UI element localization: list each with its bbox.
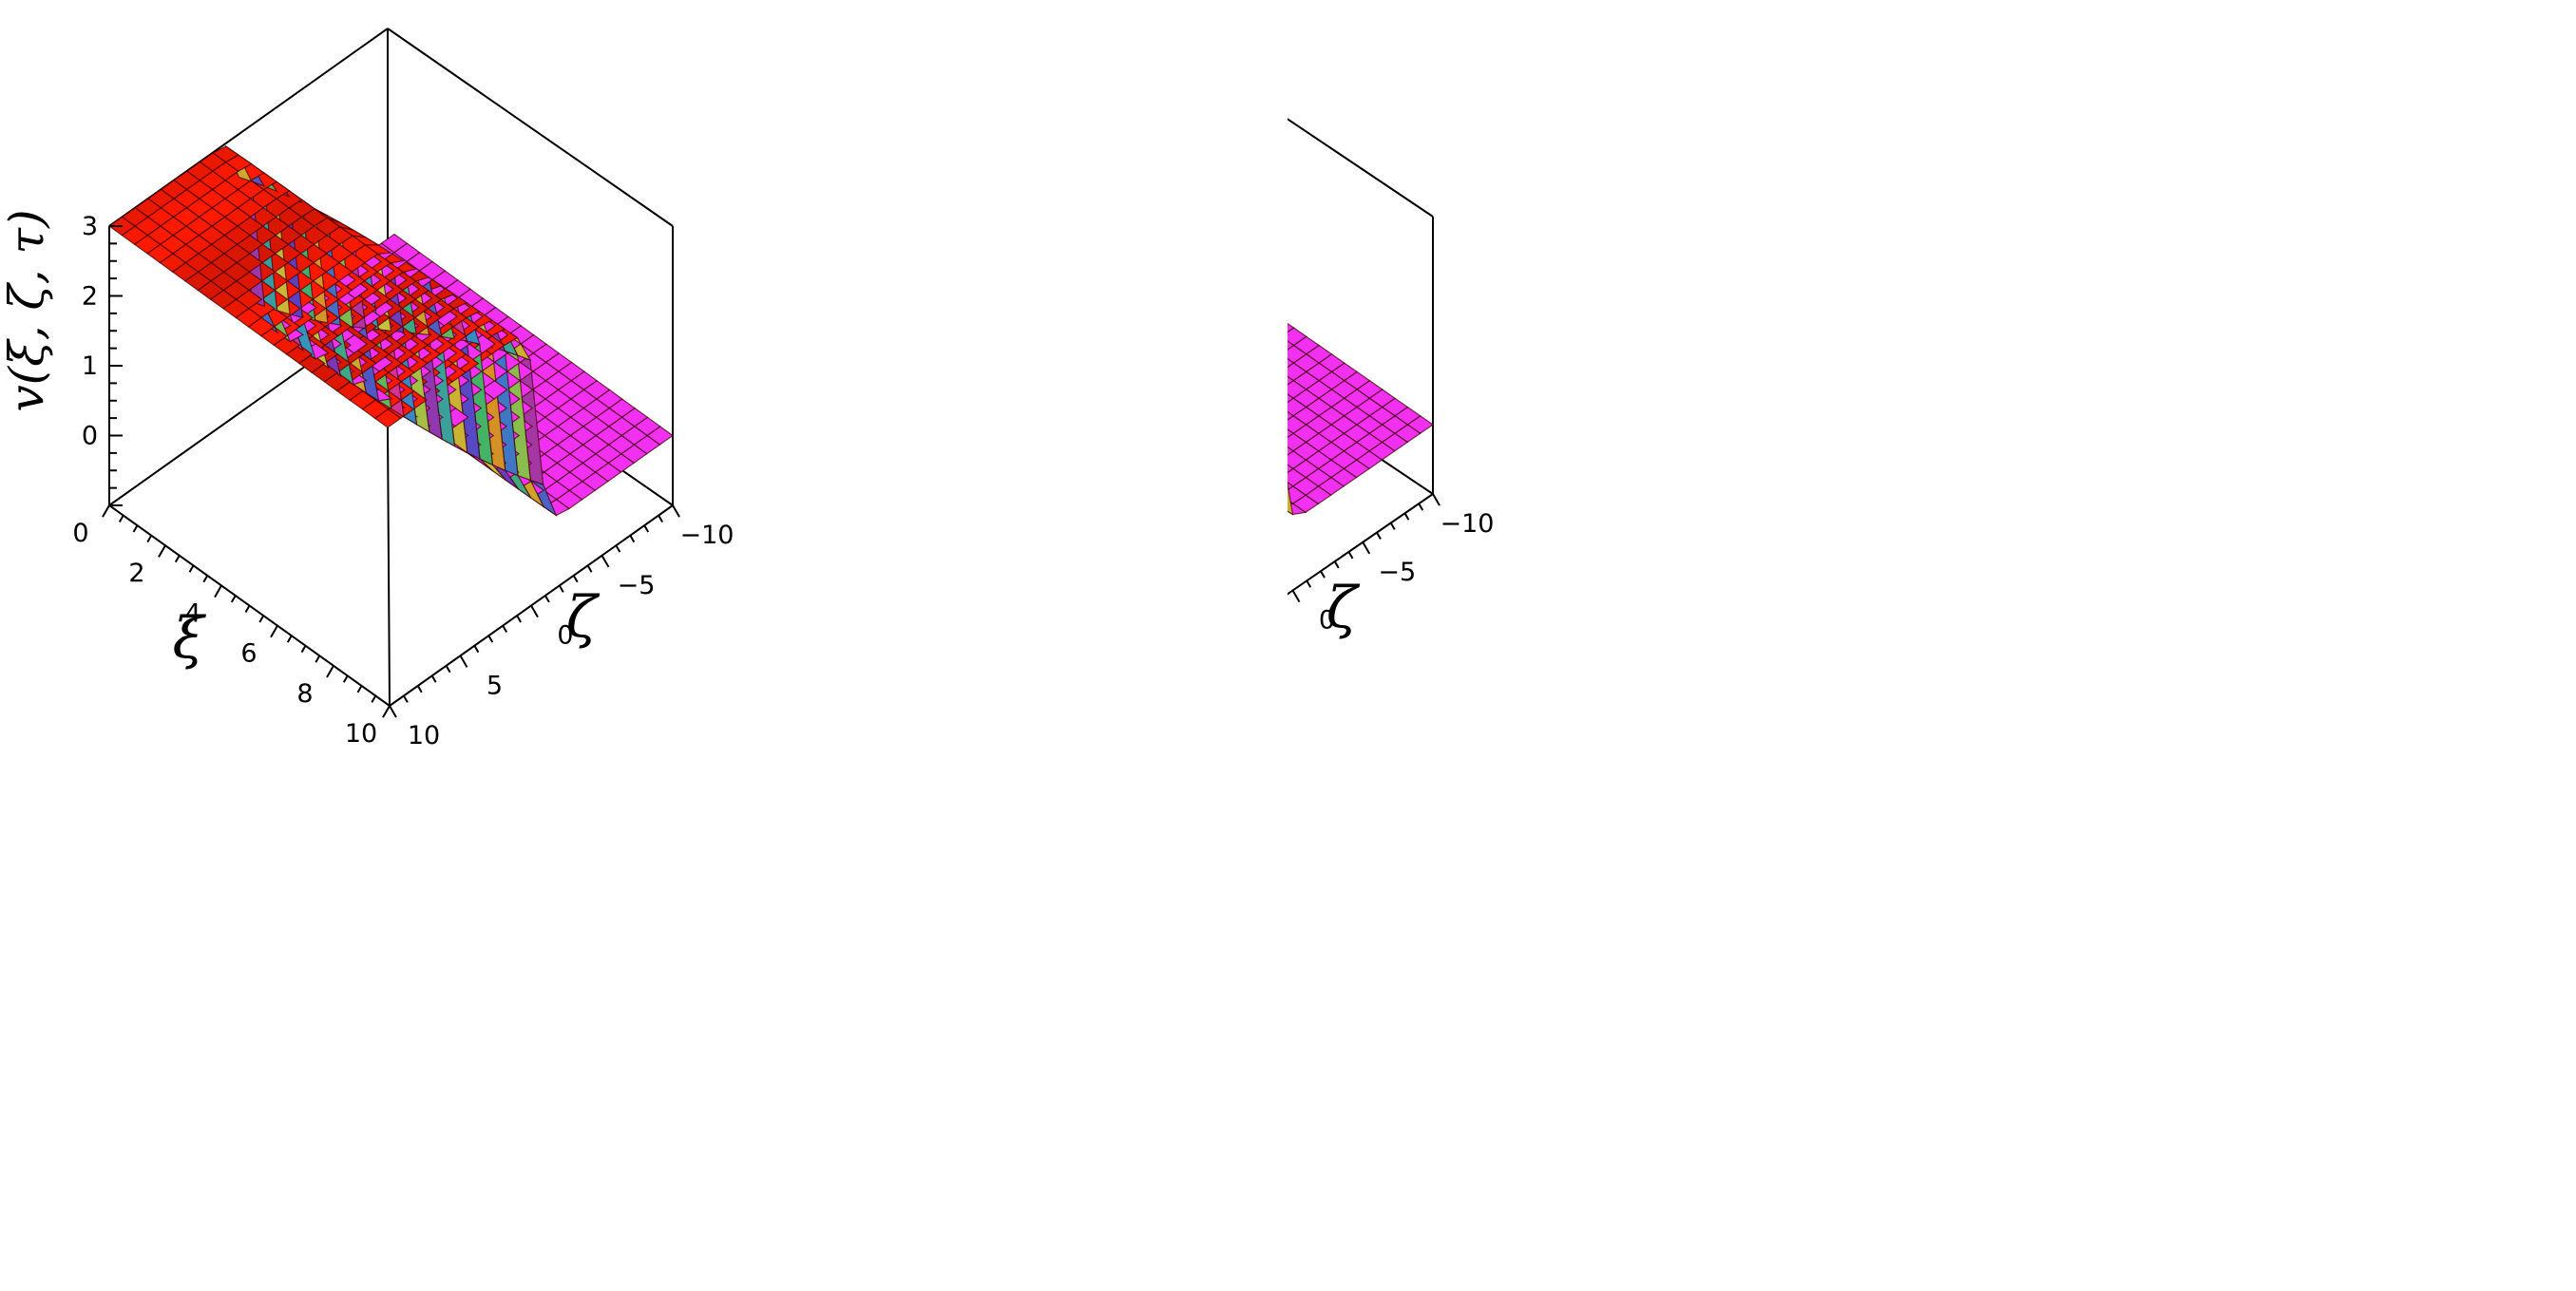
p1-surface-cell [1288,481,1294,516]
p0-x-tick [382,705,391,718]
p0-y-tick [416,685,423,693]
p1-y-tick [1403,512,1410,521]
p0-y-tick [403,694,409,703]
p0-x-tick-label: 4 [184,598,200,628]
p0-x-tick [118,515,124,523]
p1-y-tick [1291,590,1301,603]
p0-y-ticks: 10 5 0 −5 −10 [389,504,735,750]
p0-x-tick-label: 2 [128,559,144,588]
p0-y-tick-label: 5 [487,671,503,700]
p0-x-tick [244,605,251,613]
p0-x-tick [230,595,237,603]
p0-y-tick [487,635,494,643]
p0-y-tick [615,544,621,553]
p0-x-tick [202,575,209,583]
p0-box-edge [387,427,391,707]
p0-y-tick [601,555,610,568]
p1-surface-cell [1288,482,1294,491]
p0-z-tick-label: 1 [82,351,98,381]
p1-y-tick-label: 0 [1319,606,1335,636]
p1-y-tick [1333,560,1340,569]
p0-y-axis-label: ζ [566,584,601,651]
p0-y-tick [530,605,539,618]
p0-y-tick [572,575,579,583]
p1-surface-cell [1288,464,1294,474]
p1-y-tick [1306,579,1312,588]
p0-box-edge [387,28,674,227]
p0-y-tick [473,645,480,654]
p0-x-tick-label: 6 [240,639,257,669]
p0-x-tick [315,655,321,663]
p1-surface-cell [1288,428,1295,439]
p0-y-tick-label: 10 [408,721,440,750]
p1-surface-cell [1288,393,1295,404]
p1-y-tick [1320,570,1326,579]
p0-x-tick [188,564,195,573]
p1-box-edge [1288,118,1434,218]
p1-y-tick [1389,522,1396,530]
p1-surface-cell [1288,340,1295,351]
p1-y-tick-label: −5 [1378,558,1416,587]
p0-y-tick [516,615,522,623]
p1-y-tick [1432,493,1441,506]
p1-y-tick [1347,551,1354,560]
p1-y-tick [1362,541,1371,555]
p0-y-tick [658,515,663,523]
p0-z-tick-label: 2 [82,282,98,312]
p0-x-tick [102,504,110,518]
p1-y-tick [1376,532,1382,541]
p0-z-ticks: 0 1 2 3 [82,212,123,506]
p0-x-tick-label: 0 [72,519,88,548]
p0-y-tick [430,674,437,683]
p0-y-tick [672,504,680,518]
p0-y-tick [586,564,593,573]
p0-x-tick [146,535,153,543]
p1-box-edge [1288,493,1434,596]
p0-y-tick [502,625,508,634]
p0-x-tick [286,635,293,643]
p0-x-tick [258,615,265,623]
p0-x-tick-label: 8 [296,679,313,709]
p1-surface-cell [1288,357,1295,369]
p0-x-tick [158,544,166,558]
p0-y-tick [459,655,468,668]
p1-surface-cell [1288,446,1294,456]
p0-surface [107,144,675,518]
p0-y-tick [629,535,636,543]
p1-y-axis-label: ζ [1326,575,1361,641]
p0-y-tick [643,524,650,533]
p1-y-tick [1418,503,1424,511]
p0-x-tick [342,674,349,683]
p0-x-tick [132,524,139,533]
p0-z-tick-label: 0 [82,422,98,451]
p0-y-tick-label: −5 [618,571,656,600]
p0-x-tick [326,665,334,678]
p0-z-tick-label: 3 [82,212,98,241]
p0-y-tick [544,595,550,603]
surface-plot-left: 0 1 2 3 0 2 4 6 8 10 10 5 0 −5 −10 v(ξ, ζ, τ) ξ ζ [0,28,735,750]
p0-x-axis-label: ξ [172,605,206,672]
p0-x-tick [174,555,181,563]
p0-y-tick-label: 0 [557,621,573,651]
p1-surface-cell [1288,322,1295,333]
p0-z-axis-label: v(ξ, ζ, τ) [0,209,54,411]
p0-y-tick [445,665,451,674]
p0-x-ticks: 0 2 4 6 8 10 [72,504,391,749]
p0-x-tick [356,685,363,693]
p1-surface-cell [1288,410,1295,421]
p0-x-tick [270,625,278,638]
p0-y-tick [558,584,564,593]
p1-y-tick-label: −10 [1441,509,1495,539]
p0-x-tick-label: 10 [345,719,377,749]
p0-y-tick-label: −10 [680,521,735,550]
p1-surface [1288,322,1435,516]
p0-y-tick [389,705,397,718]
p0-x-tick [371,694,377,703]
p0-x-tick [214,584,222,598]
p1-surface-cell [1288,375,1295,386]
p0-x-tick [300,645,307,654]
